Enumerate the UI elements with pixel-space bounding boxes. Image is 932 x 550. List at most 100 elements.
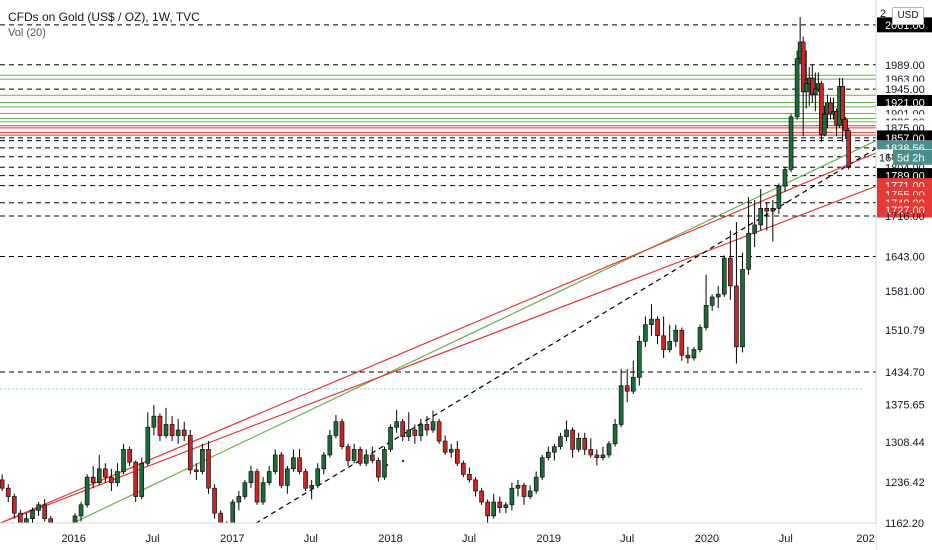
candle-body-91 <box>552 446 557 453</box>
time-axis-background <box>0 523 876 550</box>
candle-body-115 <box>697 327 703 350</box>
candle-body-148 <box>846 130 851 168</box>
candle-body-97 <box>588 449 594 456</box>
candle-body-49 <box>297 457 302 472</box>
candle-body-34 <box>206 449 211 489</box>
candle-body-123 <box>746 232 751 270</box>
marker-dot-2 <box>401 459 405 463</box>
candle-body-46 <box>279 454 284 486</box>
time-tick-3: Jul <box>304 533 318 545</box>
volume-indicator-label[interactable]: Vol (20) <box>8 27 46 39</box>
candle-body-2 <box>12 496 17 514</box>
candle-body-72 <box>436 421 442 442</box>
candle-body-105 <box>637 341 642 378</box>
price-label-1: 1989.00 <box>885 60 925 72</box>
candle-body-78 <box>473 479 478 492</box>
candle-body-57 <box>345 446 351 461</box>
candle-body-126 <box>764 207 770 212</box>
candle-body-84 <box>509 487 515 506</box>
candle-body-118 <box>715 293 721 298</box>
candle-body-113 <box>685 354 691 359</box>
candle-body-16 <box>96 468 102 483</box>
candle-body-112 <box>679 329 685 356</box>
candle-body-23 <box>139 462 145 497</box>
candle-body-70 <box>424 424 430 431</box>
candle-body-102 <box>618 385 624 425</box>
candle-body-96 <box>582 438 588 450</box>
candle-body-90 <box>546 451 551 459</box>
candle-body-65 <box>394 421 399 428</box>
price-label-17: 1727.00 <box>885 205 925 217</box>
candle-body-50 <box>303 471 308 489</box>
candle-body-64 <box>388 426 393 450</box>
time-axis[interactable]: 2016 Jul 2017 Jul 2018 Jul 2019 Jul 2020 Jul 202 <box>0 522 876 550</box>
candle-body-44 <box>266 471 272 483</box>
candle-body-28 <box>169 424 175 436</box>
candle-body-110 <box>667 341 672 350</box>
candle-body-117 <box>709 296 715 306</box>
candle-body-27 <box>163 424 169 436</box>
candle-body-0 <box>0 479 5 489</box>
candle-body-99 <box>600 454 606 459</box>
candle-body-40 <box>242 482 248 497</box>
candle-body-133 <box>800 41 806 93</box>
candle-body-35 <box>212 487 217 514</box>
candle-body-92 <box>558 436 563 447</box>
candle-body-7 <box>42 504 47 519</box>
candle-body-54 <box>327 435 333 456</box>
currency-button[interactable]: USD <box>892 7 924 25</box>
candle-body-14 <box>84 476 90 506</box>
price-label-19: 1643.00 <box>885 252 925 264</box>
candle-body-25 <box>151 415 157 428</box>
candle-body-18 <box>109 476 114 483</box>
candle-body-41 <box>248 471 254 483</box>
time-tick-0: 2016 <box>61 533 85 545</box>
candle-body-93 <box>564 429 569 437</box>
candle-body-130 <box>788 116 794 170</box>
candle-body-32 <box>194 469 199 472</box>
candle-body-80 <box>485 501 490 517</box>
candle-body-53 <box>321 454 327 470</box>
candle-body-139 <box>819 83 824 136</box>
candle-body-77 <box>467 474 472 481</box>
candle-body-52 <box>315 468 321 486</box>
candle-body-19 <box>115 471 120 483</box>
price-label-18: 1716.00 <box>885 211 925 223</box>
time-tick-4: 2018 <box>378 533 402 545</box>
candle-body-107 <box>649 318 654 325</box>
trendline-0 <box>46 140 877 536</box>
price-label-22: 1434.70 <box>885 367 925 379</box>
price-label-23: 1375.65 <box>885 400 925 412</box>
top-price-fragment: 2 <box>880 8 886 20</box>
candle-body-94 <box>570 429 575 450</box>
candle-body-24 <box>145 426 151 464</box>
candle-body-146 <box>840 86 845 120</box>
candle-body-95 <box>576 438 581 450</box>
candle-body-116 <box>703 304 709 328</box>
candle-body-125 <box>758 207 764 226</box>
candle-body-1 <box>5 487 11 497</box>
candle-body-119 <box>721 257 727 295</box>
candle-body-26 <box>157 415 163 436</box>
candle-body-131 <box>794 58 800 118</box>
candle-body-55 <box>333 421 339 436</box>
candle-body-89 <box>539 457 545 478</box>
candle-body-42 <box>254 471 260 503</box>
price-axis[interactable]: 2061.001989.001963.001945.001921.001901.… <box>875 0 932 550</box>
candle-body-59 <box>357 449 363 464</box>
price-label-24: 1308.44 <box>885 437 925 449</box>
chart-legend: CFDs on Gold (US$ / OZ), 1W, TVC Vol (20… <box>8 9 200 41</box>
price-label-25: 1236.42 <box>885 477 925 489</box>
time-tick-5: Jul <box>462 533 476 545</box>
candle-body-106 <box>643 324 648 342</box>
candle-body-69 <box>418 424 424 436</box>
candle-body-51 <box>309 485 314 489</box>
candle-body-48 <box>291 457 296 470</box>
candle-body-61 <box>370 454 375 461</box>
candle-body-103 <box>624 385 630 392</box>
candle-body-98 <box>594 454 600 459</box>
countdown-bg <box>893 149 932 165</box>
candle-body-104 <box>630 377 636 392</box>
candle-body-129 <box>782 169 788 187</box>
